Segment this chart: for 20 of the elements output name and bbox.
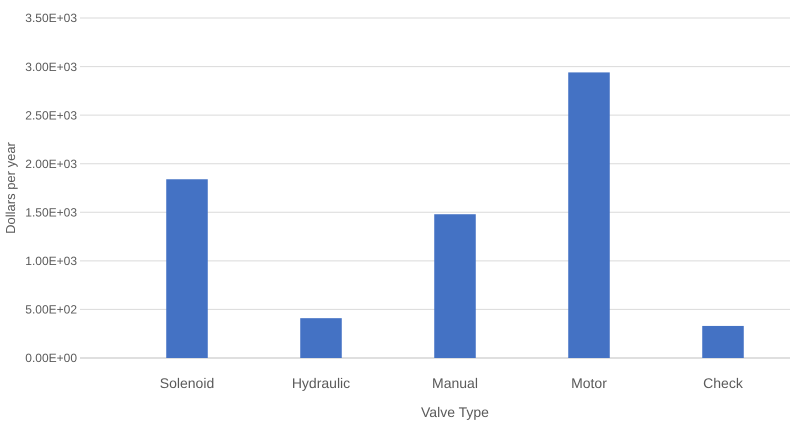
x-tick-label: Motor bbox=[571, 375, 608, 391]
y-tick-label: 1.00E+03 bbox=[25, 254, 78, 268]
x-tick-label: Check bbox=[703, 375, 744, 391]
x-tick-label: Hydraulic bbox=[292, 375, 350, 391]
x-tick-label: Manual bbox=[432, 375, 478, 391]
y-tick-label: 3.00E+03 bbox=[25, 60, 78, 74]
y-tick-label: 1.50E+03 bbox=[25, 205, 78, 220]
y-axis-title: Dollars per year bbox=[3, 141, 18, 234]
x-axis-title: Valve Type bbox=[421, 404, 490, 420]
bar bbox=[300, 318, 342, 358]
y-tick-label: 5.00E+02 bbox=[25, 302, 78, 317]
bar bbox=[702, 326, 744, 358]
bar bbox=[434, 214, 476, 358]
y-tick-label: 2.50E+03 bbox=[25, 108, 78, 122]
y-tick-label: 0.00E+00 bbox=[25, 351, 78, 366]
x-tick-label: Solenoid bbox=[160, 375, 214, 391]
y-tick-label: 2.00E+03 bbox=[25, 156, 78, 171]
bar bbox=[166, 179, 208, 358]
bar bbox=[568, 72, 610, 358]
y-tick-label: 3.50E+03 bbox=[25, 11, 78, 26]
